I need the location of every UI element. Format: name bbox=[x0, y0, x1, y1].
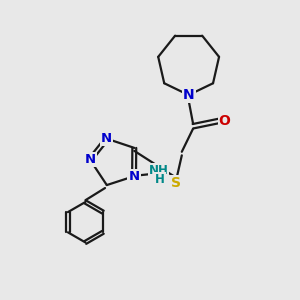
Text: S: S bbox=[172, 176, 182, 190]
Text: N: N bbox=[183, 88, 194, 102]
Text: NH: NH bbox=[148, 164, 168, 177]
Text: N: N bbox=[128, 170, 140, 183]
Text: H: H bbox=[155, 173, 165, 186]
Text: O: O bbox=[219, 114, 230, 128]
Text: N: N bbox=[101, 132, 112, 145]
Text: N: N bbox=[85, 153, 96, 166]
